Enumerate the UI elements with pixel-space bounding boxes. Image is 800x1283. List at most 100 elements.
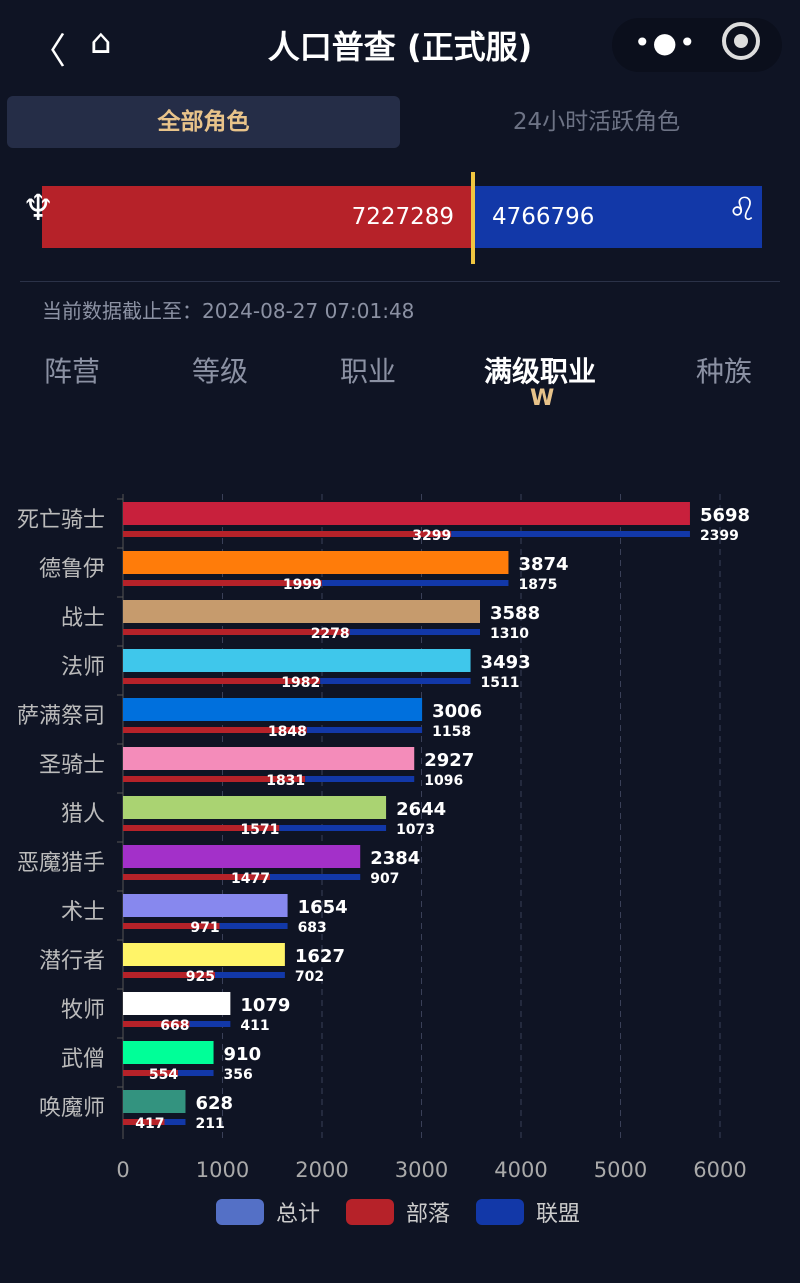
x-tick-label: 6000 — [693, 1158, 746, 1180]
horde-label: 554 — [149, 1067, 178, 1083]
tab-faction[interactable]: 阵营 — [44, 355, 101, 388]
bar-total — [123, 943, 285, 966]
bar-total — [123, 1090, 186, 1113]
update-time: 当前数据截止至：2024-08-27 07:01:48 — [42, 299, 415, 323]
horde-count: 7227289 — [42, 186, 472, 248]
bar-alliance — [349, 629, 481, 635]
bar-alliance — [269, 874, 361, 880]
tab-class[interactable]: 职业 — [340, 355, 397, 388]
bar-horde — [123, 727, 307, 733]
class-bar-chart: 0 1000 2000 3000 4000 5000 6000 死亡骑士 5698 3299 239… — [17, 494, 750, 1180]
bar-total — [123, 845, 361, 868]
alliance-label: 211 — [195, 1116, 224, 1132]
bar-total — [123, 1041, 214, 1064]
bar-alliance — [189, 1021, 231, 1027]
y-category-label: 德鲁伊 — [39, 557, 105, 582]
total-label: 3874 — [518, 554, 568, 575]
horde-label: 1477 — [231, 871, 270, 887]
bar-horde — [123, 776, 306, 782]
alliance-label: 702 — [295, 969, 324, 985]
bar-alliance — [320, 678, 471, 684]
back-button[interactable]: 〈 — [30, 22, 66, 74]
horde-label: 1571 — [240, 822, 279, 838]
y-category-label: 唤魔师 — [39, 1096, 105, 1121]
legend-swatch — [216, 1199, 264, 1225]
legend-swatch — [346, 1199, 394, 1225]
tab-max-level-class[interactable]: 满级职业 — [484, 355, 597, 388]
segment-all-characters[interactable]: 全部角色 — [7, 96, 400, 148]
bar-horde — [123, 972, 216, 978]
legend-label: 部落 — [406, 1202, 451, 1227]
total-label: 2927 — [424, 750, 474, 771]
bar-horde — [123, 629, 350, 635]
bar-horde — [123, 825, 280, 831]
bar-total — [123, 992, 231, 1015]
total-label: 2644 — [396, 799, 446, 820]
faction-divider — [471, 172, 475, 264]
horde-label: 1831 — [266, 773, 305, 789]
tab-level[interactable]: 等级 — [192, 355, 249, 388]
y-category-label: 死亡骑士 — [17, 508, 105, 533]
horde-icon: ♆ — [22, 188, 55, 229]
chevron-left-icon: 〈 — [30, 31, 67, 72]
alliance-lion-icon: ♌ — [728, 190, 757, 228]
alliance-label: 1158 — [432, 724, 471, 740]
y-category-label: 恶魔猎手 — [17, 851, 105, 876]
bar-horde — [123, 1021, 190, 1027]
bar-alliance — [305, 776, 415, 782]
y-category-label: 法师 — [61, 655, 105, 680]
y-category-label: 猎人 — [61, 802, 105, 827]
horde-label: 1982 — [281, 675, 320, 691]
x-tick-label: 4000 — [494, 1158, 547, 1180]
total-label: 1079 — [240, 995, 290, 1016]
horde-label: 925 — [186, 969, 215, 985]
horde-label: 1848 — [268, 724, 307, 740]
total-label: 1627 — [295, 946, 345, 967]
total-label: 910 — [224, 1044, 262, 1065]
segment-active-24h[interactable]: 24小时活跃角色 — [512, 109, 681, 135]
legend-alliance[interactable]: 联盟 — [476, 1196, 580, 1228]
x-tick-label: 3000 — [395, 1158, 448, 1180]
legend-total[interactable]: 总计 — [216, 1196, 320, 1228]
bar-alliance — [451, 531, 690, 537]
bar-horde — [123, 923, 220, 929]
bar-horde — [123, 1119, 165, 1125]
bar-alliance — [178, 1070, 214, 1076]
bar-alliance — [164, 1119, 186, 1125]
y-category-label: 牧师 — [61, 998, 105, 1023]
alliance-label: 1073 — [396, 822, 435, 838]
home-button[interactable]: ⌂ — [90, 22, 112, 62]
more-dots-icon[interactable]: •●• — [634, 26, 698, 59]
bar-horde — [123, 678, 321, 684]
bar-total — [123, 649, 471, 672]
horde-label: 2278 — [311, 626, 350, 642]
horde-label: 3299 — [412, 528, 451, 544]
alliance-label: 1875 — [518, 577, 557, 593]
alliance-label: 683 — [298, 920, 327, 936]
target-icon[interactable] — [722, 22, 760, 60]
total-label: 3006 — [432, 701, 482, 722]
alliance-label: 411 — [240, 1018, 269, 1034]
total-label: 628 — [195, 1093, 233, 1114]
bar-horde — [123, 531, 452, 537]
legend-label: 总计 — [276, 1202, 321, 1227]
horde-label: 417 — [135, 1116, 164, 1132]
bar-total — [123, 502, 690, 525]
bar-alliance — [321, 580, 509, 586]
x-tick-label: 5000 — [594, 1158, 647, 1180]
bar-alliance — [219, 923, 288, 929]
total-label: 5698 — [700, 505, 750, 526]
bar-alliance — [279, 825, 387, 831]
alliance-label: 1096 — [424, 773, 463, 789]
bar-horde — [123, 580, 322, 586]
y-category-label: 术士 — [61, 900, 105, 925]
y-category-label: 圣骑士 — [39, 753, 105, 778]
y-category-label: 潜行者 — [39, 949, 105, 974]
bar-total — [123, 600, 481, 623]
legend-horde[interactable]: 部落 — [346, 1196, 450, 1228]
legend-swatch — [476, 1199, 524, 1225]
x-tick-label: 2000 — [295, 1158, 348, 1180]
alliance-label: 356 — [224, 1067, 253, 1083]
total-label: 2384 — [370, 848, 420, 869]
tab-race[interactable]: 种族 — [696, 355, 753, 388]
